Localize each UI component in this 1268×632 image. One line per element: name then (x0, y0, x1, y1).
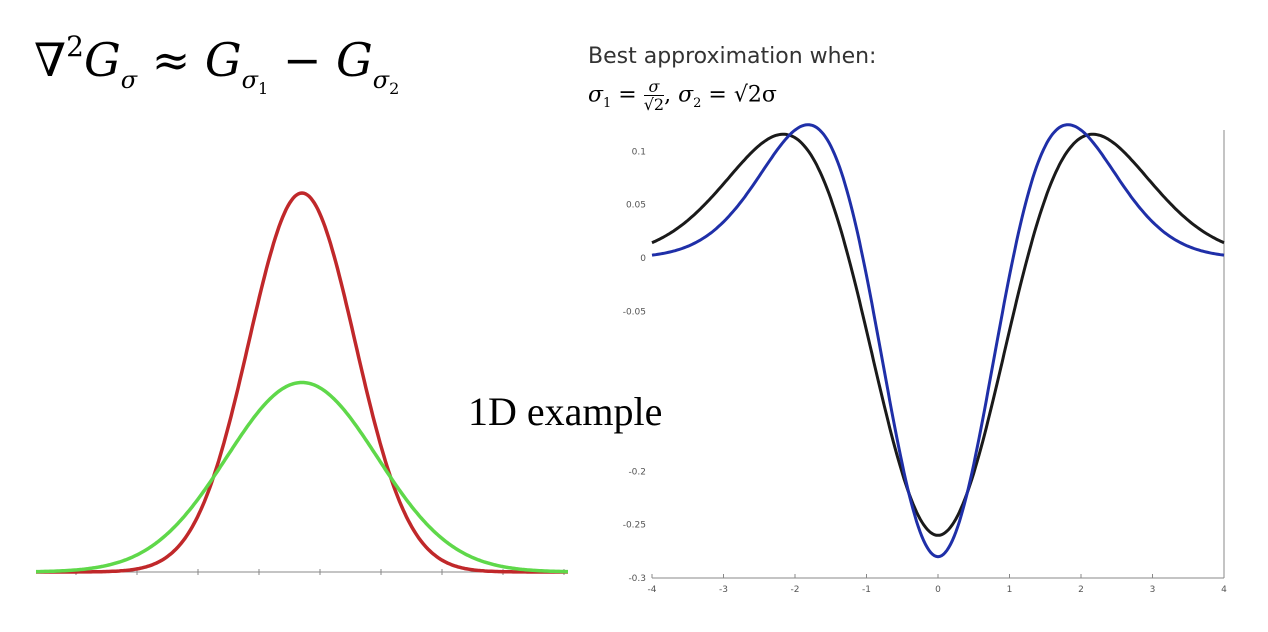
right-x-tick-label: -2 (791, 585, 800, 595)
right-x-tick-label: 3 (1150, 585, 1156, 595)
cond-sigma2: σ (678, 82, 694, 108)
cond-fraction: σ √2 (643, 78, 665, 114)
right-y-tick-label: -0.3 (628, 574, 646, 584)
formula-sigma: σ (120, 66, 138, 94)
cond-sub1: 1 (603, 95, 612, 111)
right-x-tick-label: 1 (1007, 585, 1013, 595)
cond-sub2: 2 (693, 95, 702, 111)
formula-approx: ≈ (151, 33, 191, 87)
formula-sigma1: σ (241, 66, 259, 94)
formula-g2: G (336, 33, 373, 87)
right-x-tick-label: 0 (935, 585, 941, 595)
formula-sigma2: σ (372, 66, 390, 94)
formula-dog-approx: ∇2Gσ ≈ Gσ1 − Gσ2 (34, 30, 399, 98)
cond-frac-num: σ (643, 78, 665, 96)
right-y-tick-label: 0.05 (626, 201, 646, 211)
right-series-black (651, 132, 1225, 537)
right-y-tick-label: 0 (640, 254, 646, 264)
left-series-green (36, 380, 568, 574)
right-y-tick-label: -0.05 (623, 307, 646, 317)
right-x-tick-label: -1 (862, 585, 871, 595)
best-approx-condition: σ1 = σ √2, σ2 = √2σ (588, 78, 777, 113)
right-series-blue (651, 123, 1225, 559)
right-x-tick-label: -4 (648, 585, 657, 595)
cond-sigma1: σ (588, 82, 604, 108)
formula-sub1: 1 (258, 79, 269, 98)
right-y-tick-label: 0.1 (632, 147, 646, 157)
formula-nabla: ∇ (34, 33, 67, 87)
right-y-tick-label: -0.25 (623, 521, 646, 531)
formula-g: G (83, 33, 121, 87)
right-x-tick-label: 4 (1221, 585, 1227, 595)
caption-1d-example: 1D example (468, 389, 663, 434)
cond-comma: , (664, 82, 679, 108)
right-y-tick-label: -0.2 (628, 467, 646, 477)
cond-eq1: = (611, 82, 644, 108)
right-x-tick-label: -3 (719, 585, 728, 595)
formula-exponent: 2 (66, 30, 84, 63)
right-x-tick-label: 2 (1078, 585, 1084, 595)
formula-sub2: 2 (389, 79, 400, 98)
left-series-red (36, 191, 568, 574)
cond-frac-den: √2 (643, 95, 665, 114)
best-approx-label: Best approximation when: (588, 44, 877, 69)
formula-minus: − (282, 33, 322, 87)
cond-eq2: = √2σ (701, 82, 777, 108)
formula-g1: G (204, 33, 242, 87)
